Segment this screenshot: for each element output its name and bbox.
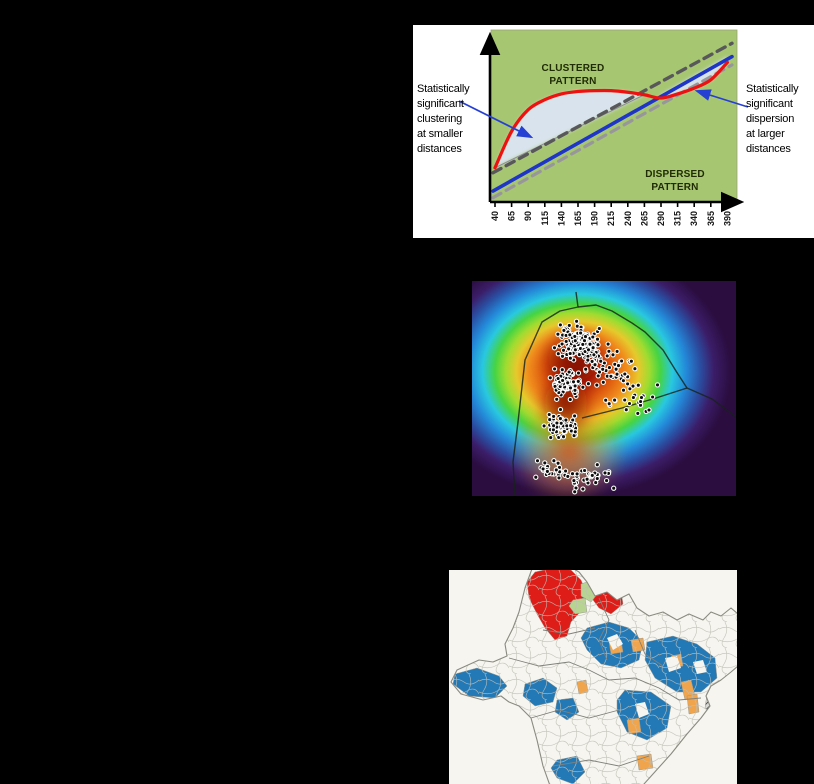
kernel-density-map	[472, 281, 736, 496]
x-tick-label: 90	[523, 211, 533, 221]
lower-envelope-line	[491, 63, 734, 200]
x-tick-label: 140	[556, 211, 566, 226]
upper-envelope-line	[491, 41, 734, 175]
kernel-density-figure	[472, 281, 736, 496]
x-tick-label: 115	[540, 211, 550, 226]
incident-points	[533, 318, 661, 495]
x-tick-label: 165	[573, 211, 583, 226]
svg-text:PATTERN: PATTERN	[651, 182, 698, 193]
x-tick-label: 340	[689, 211, 699, 226]
district-mesh	[451, 570, 737, 784]
x-tick-label: 215	[606, 211, 616, 226]
expected-k-line	[491, 54, 734, 193]
ripley-k-figure: 40 65 90 115 140 165 190 215 240 265 290 315 340 365 3…	[413, 25, 814, 238]
x-tick-label: 240	[623, 211, 633, 226]
x-tick-label: 390	[722, 211, 732, 226]
x-tick-label: 40	[490, 211, 500, 221]
state-boundaries	[508, 597, 702, 767]
axes: 40 65 90 115 140 165 190 215 240 265 290 315 340 365 3…	[479, 31, 745, 226]
clustered-pattern-label: CLUSTERED PATTERN	[542, 63, 605, 87]
x-tick-label: 365	[706, 211, 716, 226]
svg-text:PATTERN: PATTERN	[549, 76, 596, 87]
dispersed-pattern-label: DISPERSED PATTERN	[645, 169, 705, 193]
ripley-k-chart: 40 65 90 115 140 165 190 215 240 265 290 315 340 365 3…	[458, 29, 749, 226]
svg-text:CLUSTERED: CLUSTERED	[542, 63, 605, 74]
x-tick-label: 290	[656, 211, 666, 226]
annotation-clustering: Statistically significant clustering at …	[417, 83, 470, 155]
observed-k-line	[493, 60, 729, 170]
india-district-cluster-map	[450, 570, 737, 784]
x-tick-label: 265	[639, 211, 649, 226]
district-cluster-red	[518, 757, 531, 784]
dispersion-arrow-icon	[694, 89, 749, 108]
india-outline	[450, 570, 737, 784]
district-cluster-green	[513, 737, 526, 759]
x-tick-label: 190	[590, 211, 600, 226]
india-cluster-map-figure	[449, 570, 737, 784]
shade-chord	[494, 94, 645, 169]
density-lobe-south	[511, 399, 627, 496]
svg-text:DISPERSED: DISPERSED	[645, 169, 705, 180]
x-tick-label: 65	[507, 211, 517, 221]
clustering-arrow-icon	[458, 100, 534, 139]
annotation-dispersion: Statistically significant dispersion at …	[746, 83, 799, 155]
x-tick-label: 315	[673, 211, 683, 226]
